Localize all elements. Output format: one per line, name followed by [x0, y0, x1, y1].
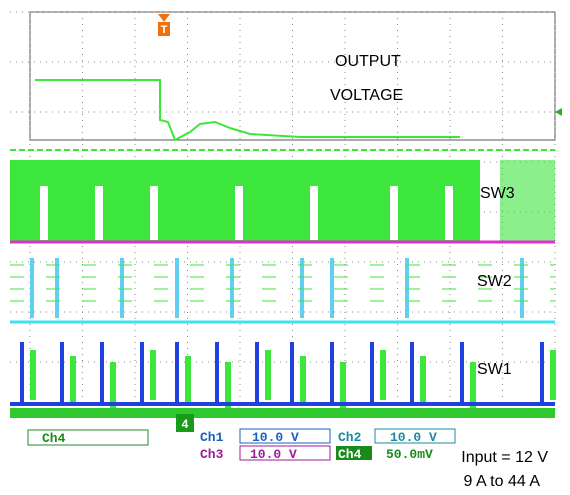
label-voltage: VOLTAGE [330, 87, 403, 104]
sw3-band [10, 160, 480, 242]
sw3-gap [310, 186, 318, 240]
sw2-pulse [30, 258, 34, 318]
sw1-pulse [215, 342, 219, 404]
sw1-green [550, 350, 556, 400]
left-channel: Ch4 [42, 431, 66, 446]
sw1-green [300, 356, 306, 406]
sw2-pulse [330, 258, 334, 318]
channel-marker: 4 [182, 417, 189, 431]
label-sw3: SW3 [480, 185, 515, 202]
sw1-pulse [140, 342, 144, 404]
sw2-pulse [520, 258, 524, 318]
sw1-pulse [175, 342, 179, 404]
sw2-pulse [55, 258, 59, 318]
row2-scale2: 50.0mV [386, 447, 433, 462]
sw1-pulse [60, 342, 64, 404]
sw2-pulse [175, 258, 179, 318]
sw3-gap [235, 186, 243, 240]
sw1-green [185, 356, 191, 406]
label-output: OUTPUT [335, 53, 401, 70]
sw1-pulse [540, 342, 544, 404]
row1-scale2: 10.0 V [390, 430, 437, 445]
scope-screenshot: T OUTPUT VOLTAGE SW3 SW2 SW1 4 Ch4 Ch1 1… [0, 0, 570, 495]
sw1-pulse [290, 342, 294, 404]
sw3-gap [150, 186, 158, 240]
sw1-green [150, 350, 156, 400]
sw1-pulse [410, 342, 414, 404]
row2-ch: Ch3 [200, 447, 224, 462]
label-sw2: SW2 [477, 273, 512, 290]
sw1-green [30, 350, 36, 400]
sw3-gap [390, 186, 398, 240]
label-sw1: SW1 [477, 361, 512, 378]
sw1-pulse [255, 342, 259, 404]
background [0, 0, 570, 495]
note-input: Input = 12 V [461, 449, 548, 466]
sw2-pulse [300, 258, 304, 318]
sw1-green [420, 356, 426, 406]
note-current: 9 A to 44 A [463, 473, 540, 490]
row1-scale: 10.0 V [252, 430, 299, 445]
sw1-pulse [330, 342, 334, 404]
sw2-pulse [405, 258, 409, 318]
sw3-gap [40, 186, 48, 240]
sw3-gap [95, 186, 103, 240]
sw3-gap [445, 186, 453, 240]
row1-ch2: Ch2 [338, 430, 362, 445]
sw1-green [380, 350, 386, 400]
sw1-pulse [460, 342, 464, 404]
sw1-pulse [20, 342, 24, 404]
trigger-marker: T [161, 24, 168, 36]
sw2-pulse [230, 258, 234, 318]
status-strip [10, 408, 555, 418]
row1-ch: Ch1 [200, 430, 224, 445]
row2-ch2: Ch4 [338, 447, 362, 462]
sw1-pulse [100, 342, 104, 404]
sw1-green [70, 356, 76, 406]
sw1-green [265, 350, 271, 400]
sw2-pulse [120, 258, 124, 318]
sw1-pulse [370, 342, 374, 404]
row2-scale: 10.0 V [250, 447, 297, 462]
